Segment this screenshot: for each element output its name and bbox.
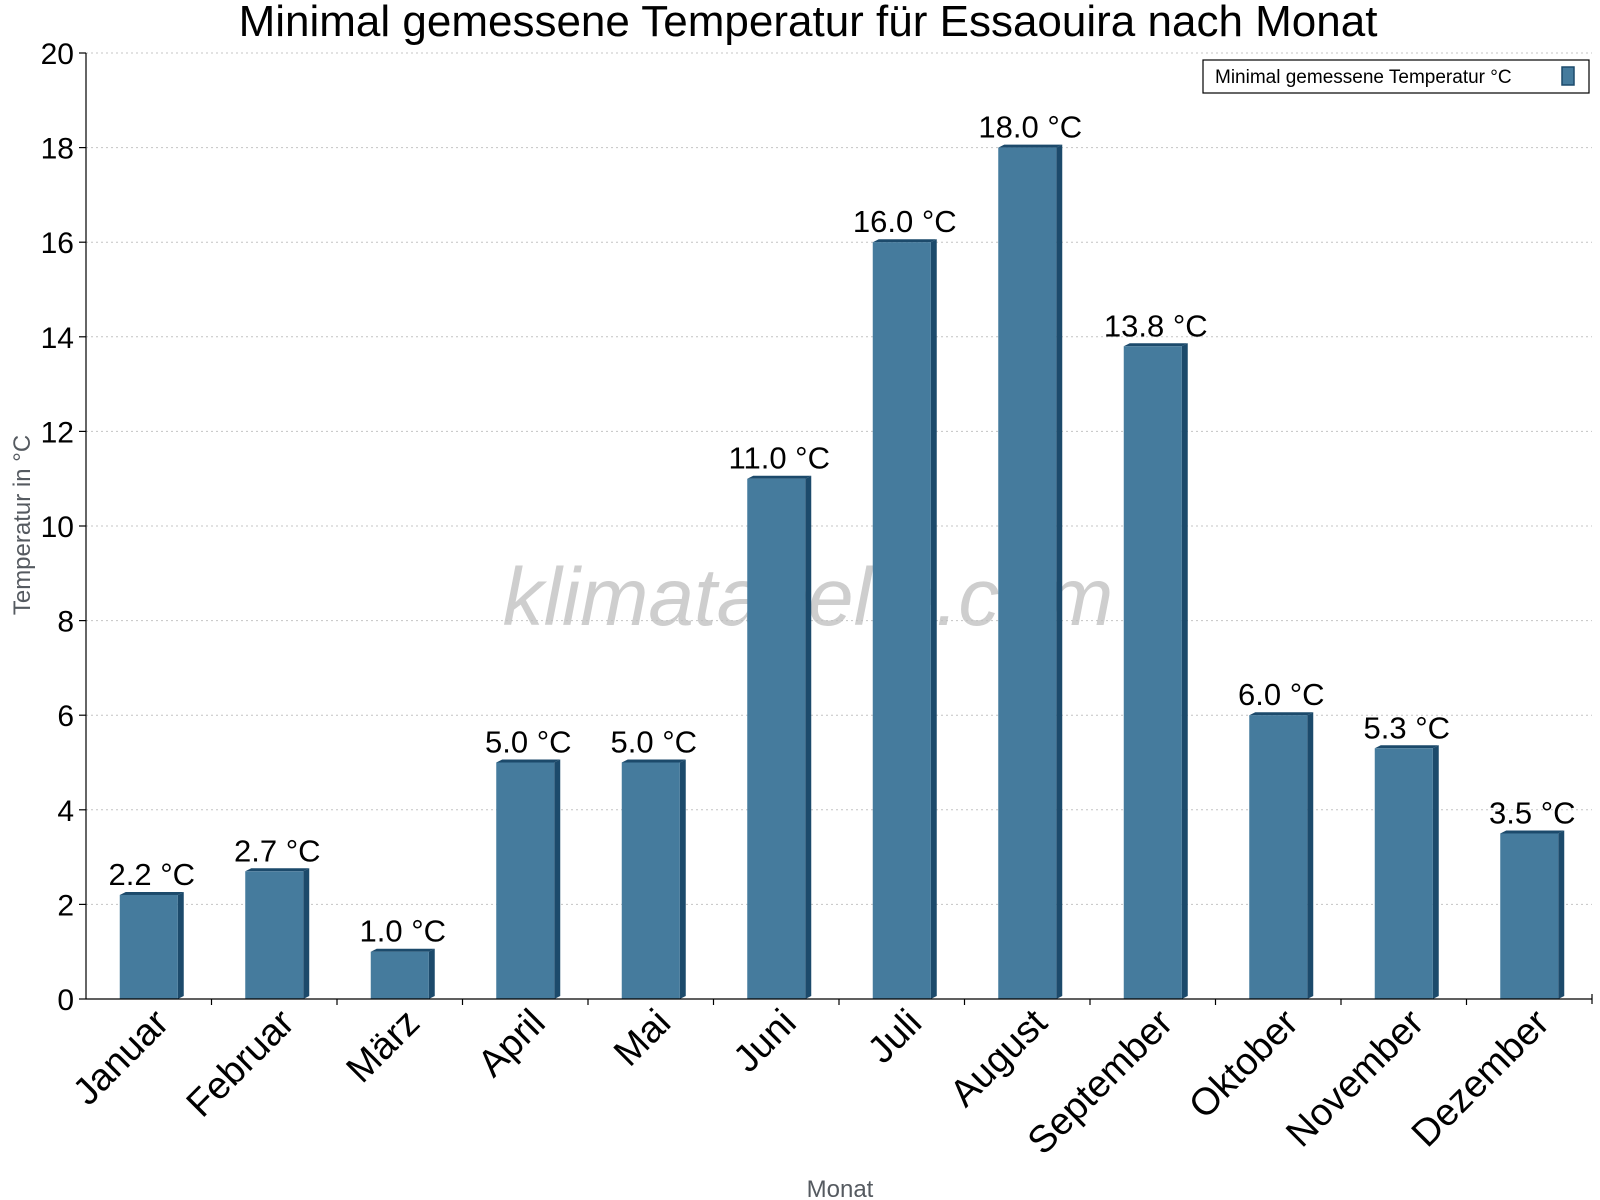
bar-top [1374,745,1439,749]
data-label: 6.0 °C [1238,677,1325,712]
y-tick-label: 8 [57,606,74,639]
y-tick-label: 20 [41,38,74,71]
x-tick-label: August [942,1001,1056,1115]
x-tick-label: Januar [65,1001,177,1113]
bar-top [1123,343,1188,347]
bar-side [679,759,686,999]
bar [747,478,806,999]
bar-top [119,891,184,895]
data-label: 13.8 °C [1104,308,1208,343]
data-label: 3.5 °C [1489,795,1576,830]
bar-top [245,868,310,872]
bar-top [747,475,812,479]
bar [1374,748,1433,999]
x-tick-label: Oktober [1181,1001,1307,1127]
bar-top [998,144,1063,148]
bar [1123,346,1182,999]
bar [998,147,1057,1000]
y-tick-label: 6 [57,700,74,733]
legend: Minimal gemessene Temperatur °C [1202,59,1590,94]
bar [872,242,931,999]
bar-group [998,144,1063,1000]
data-label: 18.0 °C [978,110,1082,145]
y-tick-label: 12 [41,416,74,449]
bar-side [554,759,561,999]
bar [119,894,178,999]
legend-swatch [1561,66,1575,86]
bar-side [1558,830,1565,999]
bar-group [245,868,310,999]
bar-group [747,475,812,999]
gridlines [86,52,1592,905]
bar-group [496,759,561,999]
data-label: 16.0 °C [853,204,957,239]
data-label: 1.0 °C [360,914,447,949]
bar [621,762,680,999]
bar-top [1500,830,1565,834]
x-tick-label: Dezember [1404,1001,1558,1155]
bar-side [1307,712,1314,999]
bar-side [177,891,184,999]
bar-side [1432,745,1439,999]
bar-group [1374,745,1439,999]
chart-title: Minimal gemessene Temperatur für Essaoui… [239,0,1378,46]
bar-side [303,868,310,999]
data-labels: 2.2 °C 2.7 °C 1.0 °C 5.0 °C 5.0 °C 11.0 °C 16.… [109,110,1576,949]
data-label: 5.3 °C [1364,710,1451,745]
legend-box [1202,59,1590,94]
bar-top [496,759,561,763]
bar [245,871,304,999]
bar-group [1123,343,1188,999]
data-label: 5.0 °C [611,725,698,760]
x-tick-label: März [339,1002,428,1091]
bar-group [1500,830,1565,999]
bar-group [370,948,435,999]
bar-top [1249,712,1314,716]
data-label: 5.0 °C [485,725,572,760]
x-tick-label: April [470,1002,553,1085]
bar-side [428,948,435,999]
bar-side [805,475,812,999]
y-tick-label: 18 [41,133,74,166]
y-tick-label: 10 [41,511,74,544]
x-tick-label: Juni [726,1002,805,1081]
bar [1249,715,1308,999]
bar [1500,833,1559,999]
legend-label: Minimal gemessene Temperatur °C [1215,67,1512,88]
y-tick-label: 14 [41,322,74,355]
bar-side [1056,144,1063,1000]
data-label: 2.2 °C [109,857,196,892]
data-label: 2.7 °C [234,833,321,868]
bar-side [930,239,937,999]
bar [370,951,429,999]
y-axis-title: Temperatur in °C [9,435,36,615]
x-tick-label: Mai [606,1002,679,1075]
bar-group [1249,712,1314,999]
x-axis-title: Monat [807,1176,874,1200]
x-tick-label: Juli [860,1002,930,1072]
y-tick-label: 16 [41,227,74,260]
bar-top [621,759,686,763]
bars [119,144,1565,1000]
bar-top [370,948,435,952]
y-tick-label: 0 [57,984,74,1017]
y-tick-label: 2 [57,889,74,922]
bar-side [1181,343,1188,999]
data-label: 11.0 °C [729,441,830,476]
y-tick-label: 4 [57,795,74,828]
bar-group [621,759,686,999]
x-tick-label: Februar [179,1001,303,1125]
bar-group [872,239,937,999]
bar [496,762,555,999]
bar-top [872,239,937,243]
bar-group [119,891,184,999]
